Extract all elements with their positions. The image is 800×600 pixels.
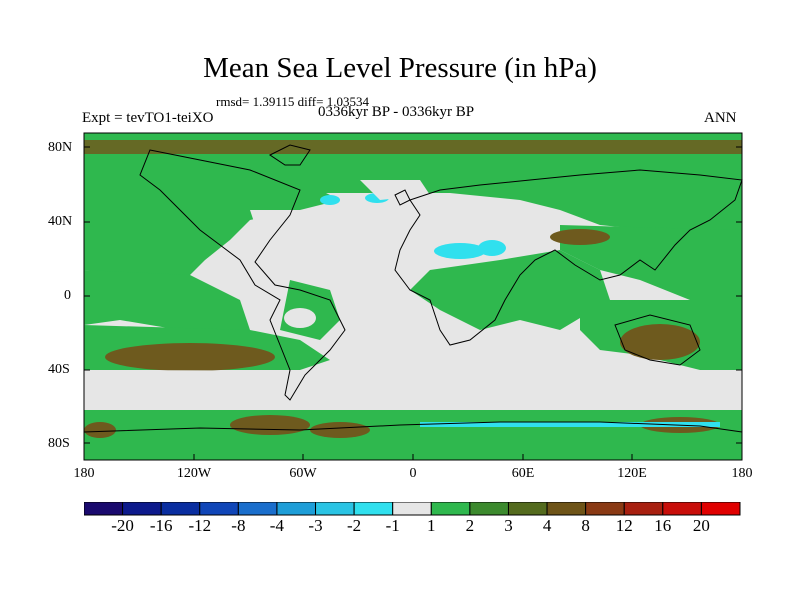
colorbar-box [430,502,471,516]
colorbar-box [700,502,741,516]
season-label: ANN [704,110,737,126]
lon-label-60w: 60W [289,466,317,481]
lon-label-180-west: 180 [73,466,95,481]
colorbar-box [315,502,355,516]
lat-label-80s: 80S [48,436,70,451]
colorbar-label: -4 [269,516,284,535]
colorbar-label: 4 [542,516,552,535]
colorbar-label: -16 [149,516,173,535]
experiment-label: Expt = tevTO1-teiXO [82,110,214,126]
colorbar-label: -8 [231,516,246,535]
colorbar-box [392,502,432,516]
axis-ticks [83,146,743,460]
colorbar [84,502,741,516]
colorbar-box [199,502,239,516]
colorbar-box [507,502,548,516]
coastlines [83,144,743,433]
period-label: 0336kyr BP - 0336kyr BP [318,104,475,120]
colorbar-box [623,502,664,516]
lat-label-80n: 80N [48,140,73,155]
neutral-regions [84,180,742,410]
colorbar-box [237,502,278,516]
lon-label-120e: 120E [617,466,647,481]
map-title: Mean Sea Level Pressure (in hPa) [203,52,597,84]
colorbar-label: 2 [465,516,475,535]
colorbar-label: -12 [188,516,212,535]
colorbar-label: 3 [504,516,513,535]
lat-label-40s: 40S [48,362,70,377]
colorbar-box [469,502,509,516]
colorbar-box [353,502,394,516]
colorbar-label: -1 [385,516,400,535]
colorbar-label: -20 [111,516,134,535]
colorbar-box [585,502,625,516]
colorbar-box [276,502,317,516]
colorbar-label: 8 [581,516,590,535]
colorbar-label: 20 [692,516,710,535]
colorbar-label: -2 [347,516,362,535]
colorbar-label: 12 [615,516,633,535]
lon-label-0: 0 [409,466,417,481]
lat-label-40n: 40N [48,214,73,229]
lon-label-60e: 60E [511,466,535,481]
lon-label-120w: 120W [176,466,212,481]
colorbar-box [662,502,702,516]
colorbar-label: -3 [308,516,323,535]
colorbar-label: 16 [654,516,672,535]
colorbar-label: 1 [427,516,436,535]
lat-label-0: 0 [64,288,71,303]
colorbar-box [122,502,162,516]
lon-label-180-east: 180 [731,466,753,481]
colorbar-box [546,502,587,516]
colorbar-box [160,502,201,516]
stats-label: rmsd= 1.39115 diff= 1.03534 [216,94,369,109]
colorbar-box [84,502,124,516]
high-anomaly-regions [84,140,742,438]
